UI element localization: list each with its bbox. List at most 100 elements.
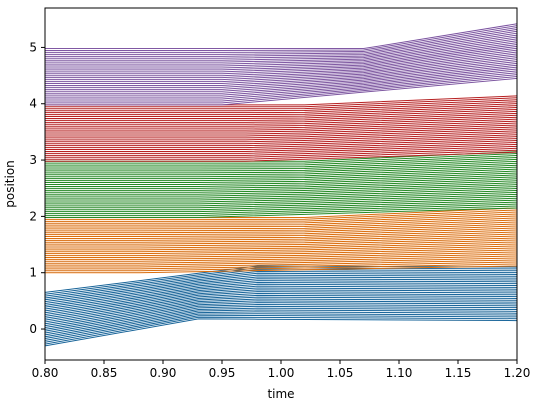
band-1-line-edge	[45, 261, 518, 270]
band-2-line-edge	[45, 168, 518, 179]
band-4-line	[45, 28, 518, 55]
band-2-line-edge	[45, 205, 518, 216]
band-3-line	[45, 134, 518, 145]
band-3-line	[45, 120, 518, 131]
band-4-line	[45, 68, 518, 96]
band-4-line	[45, 27, 518, 53]
band-0-line	[44, 304, 518, 332]
band-4-line-edge	[45, 72, 518, 100]
band-2-line	[45, 155, 518, 166]
band-3-line	[45, 108, 518, 119]
band-2-line	[45, 203, 518, 215]
band-1-line-edge	[45, 257, 518, 266]
band-4-line-edge	[45, 36, 518, 63]
band-1-line-edge	[45, 229, 518, 239]
band-3-line	[45, 149, 518, 160]
band-1-line	[45, 229, 518, 239]
x-tick-label: 1.10	[386, 366, 413, 380]
band-1-line-edge	[45, 235, 518, 245]
band-1-line-edge	[45, 209, 518, 220]
band-4-line	[45, 36, 518, 63]
band-2-line	[45, 199, 518, 211]
band-1-line	[45, 263, 518, 272]
band-4-line-edge	[45, 57, 518, 84]
band-1-line	[45, 243, 518, 253]
band-2-line-edge	[45, 207, 518, 218]
band-4-line	[45, 42, 518, 69]
band-0-line	[44, 276, 518, 304]
band-0-line-edge	[44, 289, 518, 317]
band-0-line	[44, 280, 518, 308]
band-3-line	[45, 107, 518, 118]
band-3-line	[45, 103, 518, 114]
band-0-line	[44, 307, 518, 336]
band-3-line-edge	[45, 134, 518, 144]
band-3-line	[45, 141, 518, 152]
band-4-line	[45, 30, 518, 57]
band-2-line-edge	[45, 174, 518, 185]
band-2-line-edge	[45, 180, 518, 191]
band-2-line-edge	[45, 192, 518, 203]
band-3-line-edge	[45, 105, 518, 115]
band-0-line	[44, 316, 518, 345]
band-3-line-edge	[45, 109, 518, 119]
band-2-line	[45, 162, 518, 174]
band-1-line	[45, 233, 518, 243]
band-3-line	[45, 140, 518, 151]
band-1-line	[45, 221, 518, 232]
band-3-line-edge	[45, 144, 518, 154]
band-4-line-edge	[45, 31, 518, 57]
band-1-line-edge	[45, 231, 518, 241]
band-2-line	[45, 193, 518, 205]
band-3-line-edge	[45, 118, 518, 129]
band-3-line-edge	[45, 101, 518, 111]
band-2-line	[45, 164, 518, 176]
x-axis-label: time	[267, 387, 294, 401]
band-4-line-edge	[45, 51, 518, 78]
band-1-line	[45, 265, 518, 274]
band-1-line	[45, 209, 518, 220]
band-0-line-edge	[44, 293, 518, 321]
band-2-line	[45, 195, 518, 207]
band-2-line	[45, 168, 518, 180]
x-tick-label: 0.90	[150, 366, 177, 380]
band-0-line-edge	[44, 284, 518, 312]
band-1-line-edge	[45, 213, 518, 224]
band-4-line	[45, 49, 518, 77]
band-3-line	[45, 151, 518, 162]
band-1-line-edge	[45, 245, 518, 254]
band-2-line-edge	[45, 165, 518, 175]
band-0-line-edge	[44, 278, 518, 306]
band-4-line-edge	[45, 34, 518, 61]
band-2-line-edge	[45, 155, 518, 166]
band-2-line-edge	[45, 184, 518, 195]
y-tick-label: 1	[29, 266, 37, 280]
band-3-line	[45, 138, 518, 149]
band-1-line-edge	[45, 233, 518, 243]
band-3-line-edge	[45, 148, 518, 158]
band-0-line	[44, 294, 518, 323]
band-0-line-edge	[44, 269, 518, 297]
band-0-line-edge	[44, 295, 518, 323]
band-4-line-edge	[45, 32, 518, 59]
x-tick-label: 1.20	[504, 366, 531, 380]
band-3-line-edge	[45, 111, 518, 121]
band-2-line-edge	[45, 190, 518, 201]
band-3-line-edge	[45, 117, 518, 127]
band-3-line	[45, 105, 518, 116]
band-0-line	[44, 302, 518, 330]
band-4-line	[45, 25, 518, 51]
bands-layer	[44, 23, 518, 347]
band-2-line	[45, 197, 518, 209]
band-4-line	[45, 62, 518, 90]
band-4-line	[45, 40, 518, 67]
band-3-line-edge	[45, 99, 518, 109]
band-4-line-edge	[45, 61, 518, 88]
band-4-line-edge	[45, 48, 518, 75]
band-3-line-edge	[45, 132, 518, 142]
band-2	[45, 151, 518, 219]
band-1-line-edge	[45, 263, 518, 271]
x-tick-label: 1.05	[327, 366, 354, 380]
